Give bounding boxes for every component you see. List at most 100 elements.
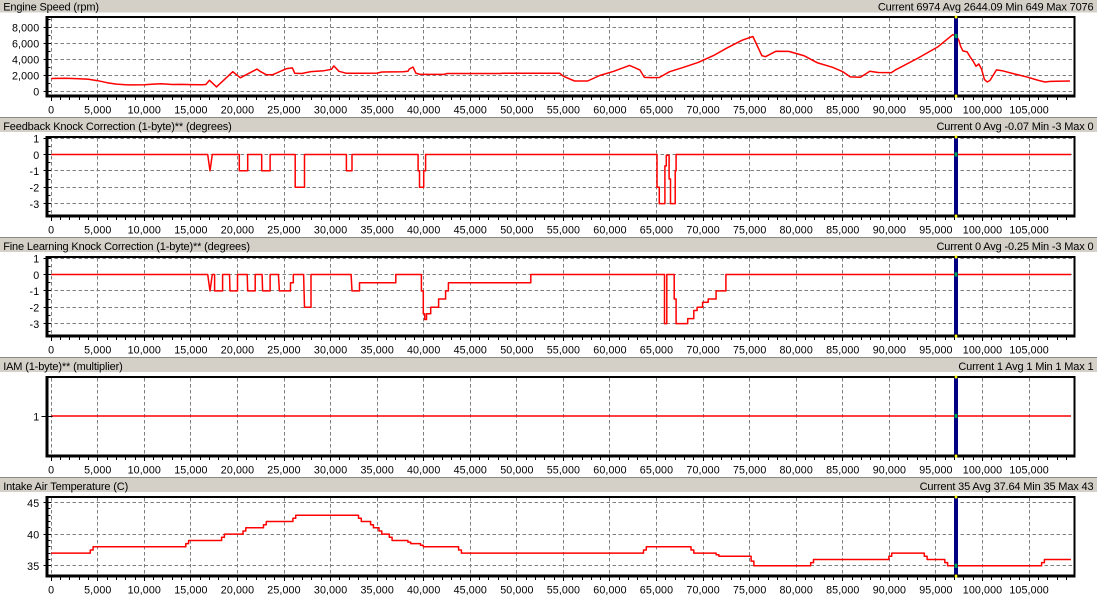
svg-text:80,000: 80,000 — [779, 465, 812, 477]
svg-text:50,000: 50,000 — [500, 105, 533, 117]
svg-text:Current 35 Avg 37.64 Min 35 Ma: Current 35 Avg 37.64 Min 35 Max 43 — [920, 481, 1094, 493]
svg-text:4,000: 4,000 — [12, 55, 39, 67]
svg-text:90,000: 90,000 — [873, 345, 906, 357]
svg-text:15,000: 15,000 — [174, 345, 207, 357]
svg-text:35,000: 35,000 — [360, 225, 393, 237]
svg-text:35: 35 — [27, 561, 39, 573]
svg-text:70,000: 70,000 — [686, 465, 719, 477]
svg-text:-2: -2 — [30, 303, 40, 315]
svg-text:55,000: 55,000 — [547, 465, 580, 477]
svg-text:30,000: 30,000 — [314, 345, 347, 357]
svg-text:50,000: 50,000 — [500, 585, 533, 597]
svg-text:20,000: 20,000 — [221, 465, 254, 477]
svg-text:25,000: 25,000 — [267, 105, 300, 117]
svg-text:80,000: 80,000 — [779, 105, 812, 117]
svg-text:Feedback Knock Correction (1-b: Feedback Knock Correction (1-byte)** (de… — [3, 121, 231, 133]
svg-text:40,000: 40,000 — [407, 225, 440, 237]
svg-text:5,000: 5,000 — [84, 225, 111, 237]
svg-text:15,000: 15,000 — [174, 105, 207, 117]
svg-text:40: 40 — [27, 530, 39, 542]
svg-text:50,000: 50,000 — [500, 345, 533, 357]
svg-text:0: 0 — [48, 465, 54, 477]
svg-text:15,000: 15,000 — [174, 225, 207, 237]
svg-text:25,000: 25,000 — [267, 465, 300, 477]
svg-text:0: 0 — [48, 585, 54, 597]
svg-text:90,000: 90,000 — [873, 225, 906, 237]
svg-text:60,000: 60,000 — [593, 225, 626, 237]
svg-text:45,000: 45,000 — [454, 345, 487, 357]
svg-text:70,000: 70,000 — [686, 585, 719, 597]
svg-text:-2: -2 — [30, 183, 40, 195]
svg-text:70,000: 70,000 — [686, 225, 719, 237]
svg-text:6,000: 6,000 — [12, 39, 39, 51]
svg-text:65,000: 65,000 — [640, 345, 673, 357]
svg-text:35,000: 35,000 — [360, 345, 393, 357]
svg-text:50,000: 50,000 — [500, 465, 533, 477]
svg-text:5,000: 5,000 — [84, 105, 111, 117]
svg-text:20,000: 20,000 — [221, 585, 254, 597]
svg-text:65,000: 65,000 — [640, 225, 673, 237]
svg-text:95,000: 95,000 — [919, 585, 952, 597]
svg-text:95,000: 95,000 — [919, 345, 952, 357]
svg-text:10,000: 10,000 — [128, 465, 161, 477]
svg-text:10,000: 10,000 — [128, 345, 161, 357]
svg-text:Current 6974 Avg 2644.09 Min 6: Current 6974 Avg 2644.09 Min 649 Max 707… — [878, 1, 1094, 13]
svg-text:10,000: 10,000 — [128, 225, 161, 237]
svg-text:45,000: 45,000 — [454, 105, 487, 117]
svg-text:IAM (1-byte)** (multiplier): IAM (1-byte)** (multiplier) — [3, 361, 122, 373]
svg-text:1: 1 — [33, 134, 39, 146]
svg-text:35,000: 35,000 — [360, 105, 393, 117]
svg-text:45,000: 45,000 — [454, 225, 487, 237]
svg-text:35,000: 35,000 — [360, 465, 393, 477]
svg-text:-3: -3 — [30, 319, 40, 331]
svg-text:100,000: 100,000 — [963, 345, 1002, 357]
svg-text:100,000: 100,000 — [963, 105, 1002, 117]
svg-text:45,000: 45,000 — [454, 465, 487, 477]
svg-text:25,000: 25,000 — [267, 345, 300, 357]
svg-text:8,000: 8,000 — [12, 23, 39, 35]
svg-text:80,000: 80,000 — [779, 585, 812, 597]
svg-text:0: 0 — [33, 87, 39, 99]
svg-text:15,000: 15,000 — [174, 585, 207, 597]
svg-text:15,000: 15,000 — [174, 465, 207, 477]
svg-text:Fine Learning Knock Correction: Fine Learning Knock Correction (1-byte)*… — [3, 241, 250, 253]
svg-text:55,000: 55,000 — [547, 345, 580, 357]
svg-text:Intake Air Temperature (C): Intake Air Temperature (C) — [3, 481, 128, 493]
svg-text:0: 0 — [33, 270, 39, 282]
svg-text:30,000: 30,000 — [314, 105, 347, 117]
svg-text:105,000: 105,000 — [1009, 465, 1048, 477]
svg-text:-3: -3 — [30, 199, 40, 211]
svg-text:90,000: 90,000 — [873, 465, 906, 477]
svg-text:60,000: 60,000 — [593, 105, 626, 117]
svg-text:75,000: 75,000 — [733, 345, 766, 357]
svg-text:55,000: 55,000 — [547, 585, 580, 597]
svg-text:105,000: 105,000 — [1009, 225, 1048, 237]
svg-text:-1: -1 — [30, 286, 40, 298]
svg-text:1: 1 — [33, 254, 39, 266]
svg-text:40,000: 40,000 — [407, 105, 440, 117]
svg-text:45: 45 — [27, 498, 39, 510]
svg-text:5,000: 5,000 — [84, 585, 111, 597]
svg-text:80,000: 80,000 — [779, 225, 812, 237]
svg-text:20,000: 20,000 — [221, 345, 254, 357]
svg-text:85,000: 85,000 — [826, 585, 859, 597]
svg-text:Current 1 Avg 1 Min 1 Max 1: Current 1 Avg 1 Min 1 Max 1 — [958, 361, 1093, 373]
svg-text:85,000: 85,000 — [826, 225, 859, 237]
svg-text:Current 0 Avg -0.07 Min -3 Max: Current 0 Avg -0.07 Min -3 Max 0 — [936, 121, 1093, 133]
svg-text:40,000: 40,000 — [407, 345, 440, 357]
svg-text:0: 0 — [33, 150, 39, 162]
svg-text:Current 0 Avg -0.25 Min -3 Max: Current 0 Avg -0.25 Min -3 Max 0 — [936, 241, 1093, 253]
svg-text:5,000: 5,000 — [84, 345, 111, 357]
svg-text:40,000: 40,000 — [407, 465, 440, 477]
svg-text:10,000: 10,000 — [128, 105, 161, 117]
svg-text:100,000: 100,000 — [963, 225, 1002, 237]
svg-text:30,000: 30,000 — [314, 585, 347, 597]
svg-text:45,000: 45,000 — [454, 585, 487, 597]
svg-text:0: 0 — [48, 345, 54, 357]
svg-text:75,000: 75,000 — [733, 225, 766, 237]
svg-text:2,000: 2,000 — [12, 71, 39, 83]
svg-text:100,000: 100,000 — [963, 465, 1002, 477]
svg-text:85,000: 85,000 — [826, 345, 859, 357]
svg-text:20,000: 20,000 — [221, 225, 254, 237]
svg-text:25,000: 25,000 — [267, 585, 300, 597]
